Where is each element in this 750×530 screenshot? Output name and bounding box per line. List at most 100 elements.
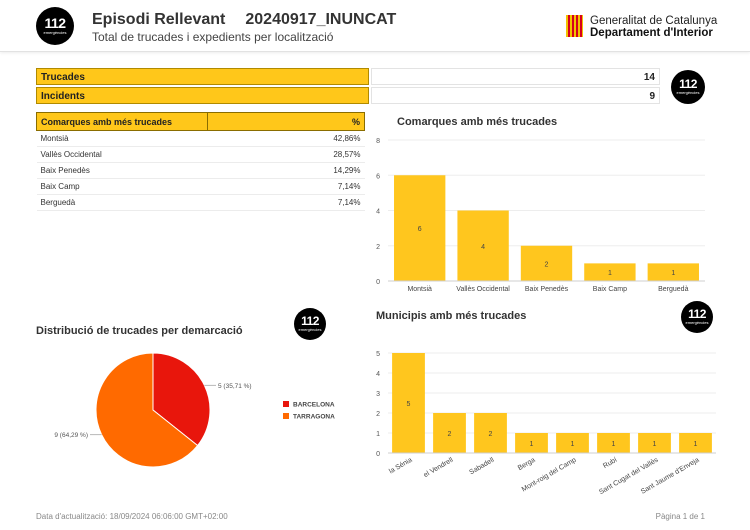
x-tick-label: Baix Camp: [593, 286, 627, 293]
bar-value-label: 1: [671, 270, 675, 277]
logo-sub: emergències: [298, 327, 322, 332]
legend-label: BARCELONA: [293, 402, 335, 409]
table-col-pct: %: [207, 112, 365, 131]
gencat-emblem-icon: [566, 15, 583, 37]
bar-value-label: 2: [448, 431, 452, 438]
bar: [556, 433, 589, 453]
logo-sub: emergències: [43, 30, 67, 35]
x-tick-label: la Sénia: [388, 457, 413, 476]
y-tick-label: 3: [376, 391, 380, 398]
org-name: Generalitat de Catalunya: [590, 15, 718, 27]
episode-code: 20240917_INUNCAT: [245, 11, 397, 28]
pie-slice: [95, 352, 199, 468]
pie-chart-title: Distribució de trucades per demarcació: [36, 325, 243, 337]
x-tick-label: Baix Penedès: [525, 286, 569, 293]
kpi-incidents-label: Incidents: [36, 87, 369, 104]
bar-value-label: 5: [407, 401, 411, 408]
row-pct: 42,86%: [207, 130, 365, 147]
table-row: Vallès Occidental 28,57%: [36, 146, 365, 163]
kpi-incidents-value: 9: [371, 87, 660, 104]
y-tick-label: 8: [376, 138, 380, 145]
y-tick-label: 0: [376, 451, 380, 458]
y-tick-label: 4: [376, 371, 380, 378]
row-name: Baix Penedès: [36, 162, 208, 179]
logo-number: 112: [679, 77, 697, 91]
report-title: Episodi Rellevant: [92, 11, 226, 28]
pie-data-label: 5 (35,71 %): [218, 383, 252, 390]
row-name: Montsià: [36, 130, 208, 147]
x-tick-label: Montsià: [407, 286, 432, 293]
y-tick-label: 1: [376, 431, 380, 438]
bar-value-label: 1: [612, 441, 616, 448]
demarcacio-pie-chart: 5 (35,71 %) 9 (64,29 %) BARCELONA TARRAGONA: [54, 352, 335, 468]
comarques-bar-chart: 0 2 4 6 8 6 Montsià 4 Vallès Occidental 2 Baix Pen…: [376, 138, 705, 293]
row-name: Vallès Occidental: [36, 146, 208, 163]
112-logo: 112 emergències: [36, 7, 74, 45]
y-tick-label: 2: [376, 244, 380, 251]
bar: [597, 433, 630, 453]
logo-sub: emergències: [685, 320, 709, 325]
logo-number: 112: [688, 307, 706, 321]
bar-value-label: 2: [545, 261, 549, 268]
row-pct: 14,29%: [207, 162, 365, 179]
pie-slice: [152, 352, 211, 447]
logo-number: 112: [301, 314, 319, 328]
bar: [392, 353, 425, 453]
x-tick-label: el Vendrell: [423, 456, 455, 479]
table-row: Baix Penedès 14,29%: [36, 162, 365, 179]
112-logo-small: 112 emergències: [294, 308, 326, 340]
page-subtitle: Total de trucades i expedients per local…: [92, 30, 334, 44]
bar: [457, 210, 509, 281]
112-logo-small: 112 emergències: [671, 70, 705, 104]
municipis-bar-chart: 0 1 2 3 4 5 5 la Sénia 2 el Vendrell 2 Sabadell 1 Ber…: [376, 351, 716, 496]
y-tick-label: 4: [376, 209, 380, 216]
row-pct: 7,14%: [207, 178, 365, 195]
bar-value-label: 1: [653, 441, 657, 448]
bar: [474, 413, 507, 453]
x-tick-label: Berguedà: [658, 286, 688, 293]
logo-number: 112: [44, 15, 66, 31]
pie-data-label: 9 (64,29 %): [54, 432, 88, 439]
bar-value-label: 1: [608, 270, 612, 277]
bar: [433, 413, 466, 453]
bar-value-label: 2: [489, 431, 493, 438]
bar-value-label: 6: [418, 226, 422, 233]
table-row: Montsià 42,86%: [36, 130, 365, 147]
kpi-calls-label: Trucades: [36, 68, 369, 85]
legend-swatch: [283, 413, 289, 419]
bar: [647, 263, 699, 281]
municipis-chart-title: Municipis amb més trucades: [376, 310, 527, 322]
table-col-name: Comarques amb més trucades: [36, 112, 208, 131]
table-row: Berguedà 7,14%: [36, 194, 365, 211]
legend-label: TARRAGONA: [293, 414, 335, 421]
bar: [394, 175, 446, 281]
bar-value-label: 4: [481, 244, 485, 251]
logo-sub: emergències: [676, 90, 700, 95]
table-row: Baix Camp 7,14%: [36, 178, 365, 195]
bar-value-label: 1: [694, 441, 698, 448]
comarques-chart-title: Comarques amb més trucades: [397, 116, 558, 128]
y-tick-label: 6: [376, 173, 380, 180]
bar: [520, 245, 573, 281]
row-pct: 7,14%: [207, 194, 365, 211]
page-number: Pàgina 1 de 1: [655, 512, 705, 521]
bar: [638, 433, 671, 453]
report-header: 112 emergències Episodi Rellevant 2024091…: [0, 0, 750, 52]
x-tick-label: Berga: [517, 457, 537, 472]
row-name: Baix Camp: [36, 178, 208, 195]
bar-value-label: 1: [530, 441, 534, 448]
112-logo-small: 112 emergències: [681, 301, 713, 333]
bar: [679, 433, 712, 453]
x-tick-label: Sabadell: [468, 456, 495, 476]
update-timestamp: Data d'actualització: 18/09/2024 06:06:0…: [36, 512, 228, 521]
table-header-row: Comarques amb més trucades %: [36, 112, 365, 131]
x-tick-label: Vallès Occidental: [456, 286, 510, 293]
row-pct: 28,57%: [207, 146, 365, 163]
y-tick-label: 2: [376, 411, 380, 418]
row-name: Berguedà: [36, 194, 208, 211]
y-tick-label: 5: [376, 351, 380, 358]
org-department: Departament d'Interior: [590, 27, 713, 39]
y-tick-label: 0: [376, 279, 380, 286]
x-tick-label: Rubí: [602, 457, 618, 470]
bar: [515, 433, 548, 453]
